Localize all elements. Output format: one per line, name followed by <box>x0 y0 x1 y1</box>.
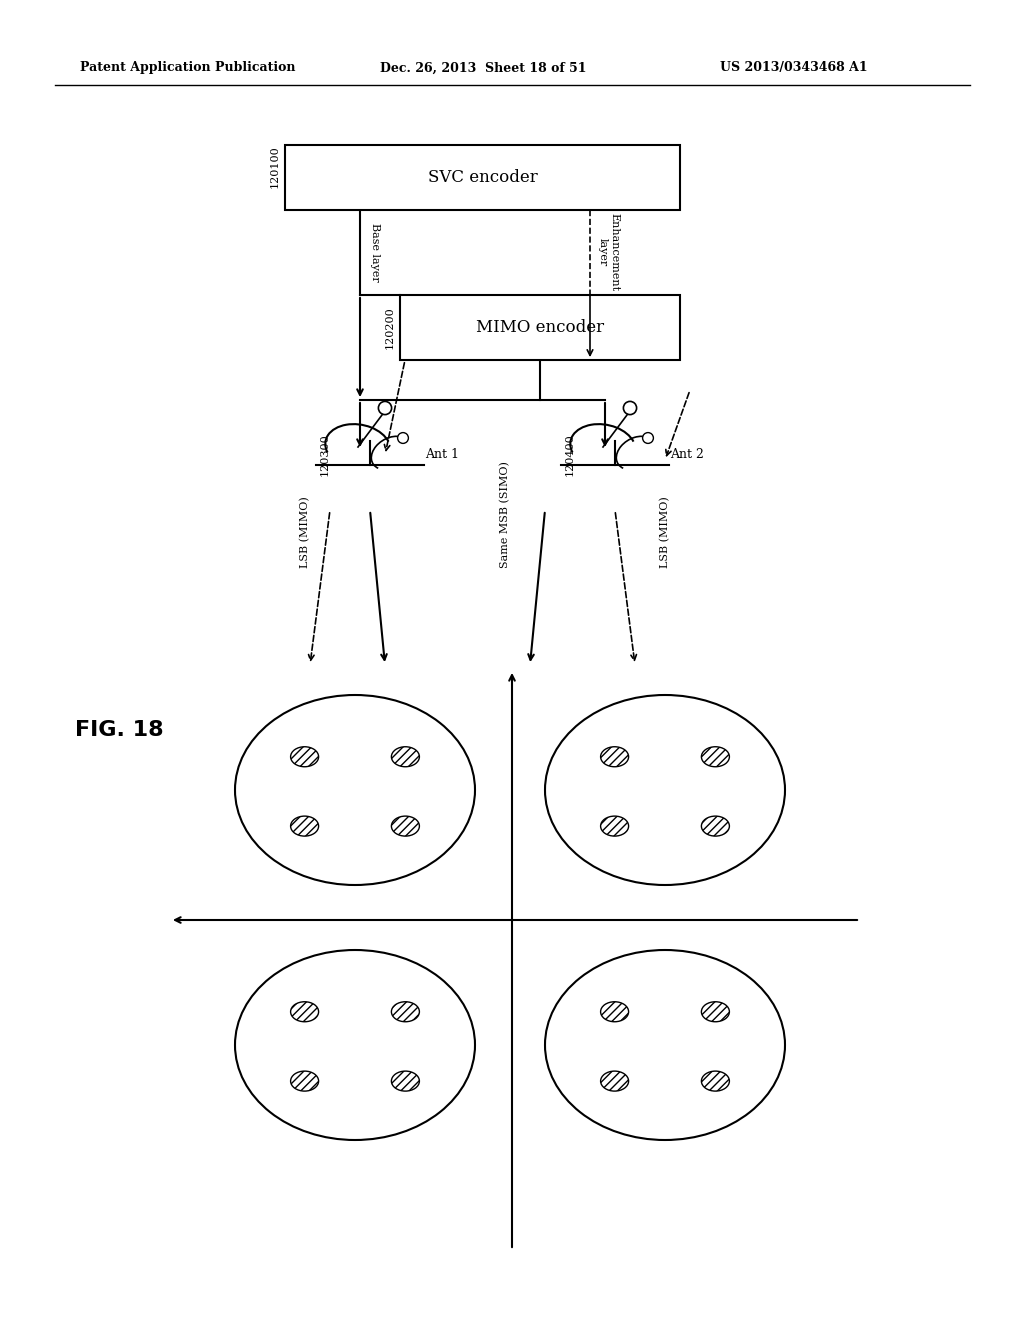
Text: Enhancement
layer: Enhancement layer <box>598 214 620 292</box>
Text: Dec. 26, 2013  Sheet 18 of 51: Dec. 26, 2013 Sheet 18 of 51 <box>380 62 587 74</box>
Ellipse shape <box>234 696 475 884</box>
Text: 120300: 120300 <box>319 434 330 477</box>
Ellipse shape <box>601 816 629 836</box>
Text: 120100: 120100 <box>270 145 280 187</box>
Ellipse shape <box>391 747 420 767</box>
Ellipse shape <box>291 747 318 767</box>
Ellipse shape <box>601 1002 629 1022</box>
Ellipse shape <box>391 816 420 836</box>
Ellipse shape <box>291 816 318 836</box>
Ellipse shape <box>291 1002 318 1022</box>
Text: 120400: 120400 <box>565 434 575 477</box>
Text: Ant 1: Ant 1 <box>425 449 459 462</box>
Text: MIMO encoder: MIMO encoder <box>476 319 604 337</box>
Ellipse shape <box>701 747 729 767</box>
Ellipse shape <box>701 1002 729 1022</box>
Ellipse shape <box>701 1071 729 1092</box>
Bar <box>285 145 680 210</box>
Text: LSB (MIMO): LSB (MIMO) <box>300 496 310 568</box>
Ellipse shape <box>701 816 729 836</box>
Text: Base layer: Base layer <box>370 223 380 282</box>
Text: LSB (MIMO): LSB (MIMO) <box>659 496 670 568</box>
Text: US 2013/0343468 A1: US 2013/0343468 A1 <box>720 62 867 74</box>
Ellipse shape <box>545 696 785 884</box>
Text: 120200: 120200 <box>385 306 395 348</box>
Ellipse shape <box>601 747 629 767</box>
Ellipse shape <box>391 1071 420 1092</box>
Circle shape <box>397 433 409 444</box>
Ellipse shape <box>391 1002 420 1022</box>
Text: SVC encoder: SVC encoder <box>428 169 538 186</box>
Ellipse shape <box>234 950 475 1140</box>
Circle shape <box>379 401 391 414</box>
Ellipse shape <box>545 950 785 1140</box>
Circle shape <box>624 401 637 414</box>
Text: Ant 2: Ant 2 <box>670 449 703 462</box>
Ellipse shape <box>291 1071 318 1092</box>
Text: Same MSB (SIMO): Same MSB (SIMO) <box>500 461 510 568</box>
Bar <box>400 294 680 360</box>
Text: FIG. 18: FIG. 18 <box>75 719 164 741</box>
Circle shape <box>643 433 653 444</box>
Ellipse shape <box>601 1071 629 1092</box>
Text: Patent Application Publication: Patent Application Publication <box>80 62 296 74</box>
